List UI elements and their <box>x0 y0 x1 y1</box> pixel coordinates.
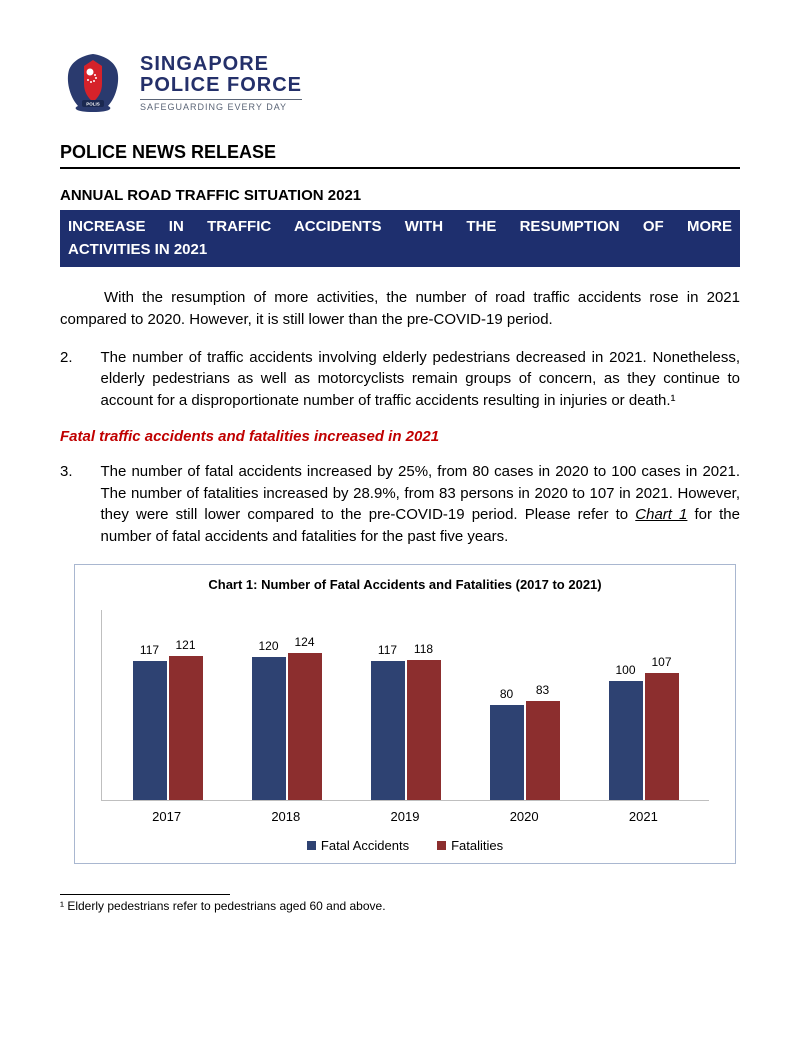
footnote-rule <box>60 894 230 895</box>
logo-tagline: SAFEGUARDING EVERY DAY <box>140 99 302 112</box>
logo-block: POLIS SINGAPORE POLICE FORCE SAFEGUARDIN… <box>60 50 740 116</box>
chart-link: Chart 1 <box>635 506 687 523</box>
bar-value-label: 117 <box>378 643 397 657</box>
year-group: 117121 <box>133 656 203 800</box>
banner-line2: ACTIVITIES IN 2021 <box>68 239 732 262</box>
footnote: ¹ Elderly pedestrians refer to pedestria… <box>60 899 740 913</box>
bar: 120 <box>252 657 286 800</box>
bar: 124 <box>288 653 322 800</box>
x-axis-label: 2018 <box>251 809 321 824</box>
bar-value-label: 117 <box>140 643 159 657</box>
bar-value-label: 83 <box>536 683 549 697</box>
bar-value-label: 118 <box>414 642 433 656</box>
bar-value-label: 100 <box>615 663 635 677</box>
bar: 100 <box>609 681 643 800</box>
x-axis-label: 2017 <box>132 809 202 824</box>
legend-item: Fatal Accidents <box>307 838 409 853</box>
bar-value-label: 80 <box>500 687 513 701</box>
chart-plot-area: 1171211201241171188083100107 <box>101 610 709 801</box>
chart-x-labels: 2017 2018 2019 2020 2021 <box>101 801 709 824</box>
x-axis-label: 2019 <box>370 809 440 824</box>
bar: 107 <box>645 673 679 800</box>
x-axis-label: 2020 <box>489 809 559 824</box>
bar: 80 <box>490 705 524 800</box>
x-axis-label: 2021 <box>608 809 678 824</box>
bar: 121 <box>169 656 203 800</box>
legend-label: Fatalities <box>451 838 503 853</box>
red-subheading: Fatal traffic accidents and fatalities i… <box>60 428 740 445</box>
bar-value-label: 121 <box>175 638 195 652</box>
paragraph-2: 2. The number of traffic accidents invol… <box>60 347 740 412</box>
section-title: POLICE NEWS RELEASE <box>60 142 740 169</box>
bar: 117 <box>133 661 167 800</box>
banner-line1: INCREASE IN TRAFFIC ACCIDENTS WITH THE R… <box>68 216 732 239</box>
logo-line2: POLICE FORCE <box>140 75 302 96</box>
para2-text: The number of traffic accidents involvin… <box>101 347 740 412</box>
chart-1: Chart 1: Number of Fatal Accidents and F… <box>74 564 736 864</box>
logo-line1: SINGAPORE <box>140 54 302 75</box>
subtitle: ANNUAL ROAD TRAFFIC SITUATION 2021 <box>60 187 740 204</box>
legend-label: Fatal Accidents <box>321 838 409 853</box>
year-group: 120124 <box>252 653 322 800</box>
para2-number: 2. <box>60 347 73 412</box>
bar-value-label: 124 <box>294 635 314 649</box>
year-group: 100107 <box>609 673 679 800</box>
banner-heading: INCREASE IN TRAFFIC ACCIDENTS WITH THE R… <box>60 210 740 267</box>
bar: 83 <box>526 701 560 800</box>
legend-item: Fatalities <box>437 838 503 853</box>
logo-text: SINGAPORE POLICE FORCE SAFEGUARDING EVER… <box>140 54 302 112</box>
bar-value-label: 120 <box>258 639 278 653</box>
paragraph-3: 3. The number of fatal accidents increas… <box>60 461 740 548</box>
year-group: 117118 <box>371 660 441 800</box>
crest-icon: POLIS <box>60 50 126 116</box>
paragraph-1: With the resumption of more activities, … <box>60 287 740 331</box>
bar: 117 <box>371 661 405 800</box>
svg-text:POLIS: POLIS <box>86 102 100 107</box>
chart-legend: Fatal Accidents Fatalities <box>95 838 715 853</box>
bar: 118 <box>407 660 441 800</box>
para3-text: The number of fatal accidents increased … <box>101 461 740 548</box>
legend-swatch <box>307 841 316 850</box>
chart-title: Chart 1: Number of Fatal Accidents and F… <box>95 577 715 592</box>
legend-swatch <box>437 841 446 850</box>
bar-value-label: 107 <box>651 655 671 669</box>
year-group: 8083 <box>490 701 560 800</box>
para3-number: 3. <box>60 461 73 548</box>
